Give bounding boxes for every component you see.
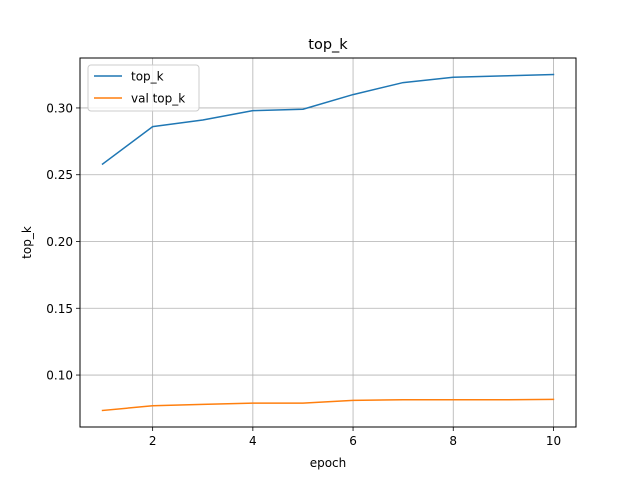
x-tick-label: 10: [546, 434, 561, 448]
x-tick-label: 2: [149, 434, 157, 448]
grid: [80, 58, 576, 427]
y-axis-label: top_k: [20, 226, 34, 259]
x-tick-label: 6: [349, 434, 357, 448]
y-tick-label: 0.10: [46, 369, 73, 383]
plot-area: [80, 58, 576, 427]
series-line-val-top-k: [101, 398, 555, 412]
series-line-top-k: [101, 73, 555, 166]
plot-frame: [79, 57, 577, 428]
series-lines: [101, 73, 555, 412]
legend-label-top-k: top_k: [131, 70, 164, 84]
x-axis-label: epoch: [310, 456, 347, 470]
legend-label-val-top-k: val top_k: [131, 92, 185, 106]
x-tick-label: 8: [449, 434, 457, 448]
y-tick-label: 0.25: [46, 168, 73, 182]
chart-title: top_k: [308, 37, 348, 53]
x-axis-ticks: 2 4 6 8 10: [149, 427, 561, 448]
legend: top_k val top_k: [87, 64, 200, 112]
y-tick-label: 0.20: [46, 235, 73, 249]
y-tick-label: 0.15: [46, 302, 73, 316]
x-tick-label: 4: [249, 434, 257, 448]
y-tick-label: 0.30: [46, 101, 73, 115]
y-axis-ticks: 0.10 0.15 0.20 0.25 0.30: [46, 101, 80, 383]
